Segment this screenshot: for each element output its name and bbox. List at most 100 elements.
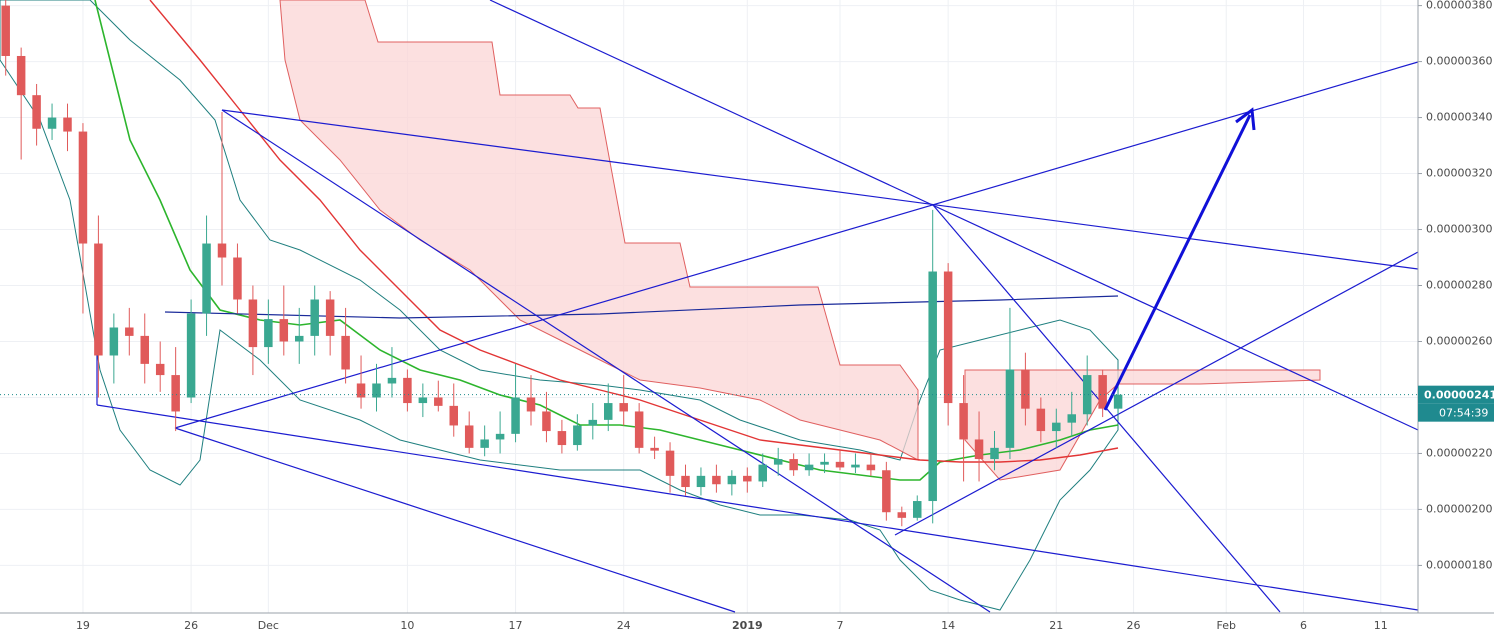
arrow-head [1235, 107, 1256, 131]
candle-body [681, 475, 690, 488]
y-tick-label: 0.00000340 [1426, 111, 1492, 124]
x-tick-label: Dec [258, 619, 279, 632]
y-tick-label: 0.00000360 [1426, 55, 1492, 68]
candle-body [480, 439, 489, 448]
candle-body [1082, 375, 1092, 415]
trend-line [221, 109, 1419, 270]
candle-body [604, 403, 613, 420]
x-tick-label: 17 [509, 619, 523, 632]
candle-body [449, 405, 458, 426]
candle-body [573, 425, 582, 446]
candle-body [155, 363, 165, 376]
trend-line [174, 61, 1419, 429]
candle-body [820, 461, 829, 465]
axes: 0.000001800.000002000.000002200.00000240… [76, 0, 1493, 632]
candle-body [217, 243, 227, 258]
candle-body [1113, 394, 1123, 409]
trend-line [96, 404, 1419, 611]
moving-average [164, 295, 1119, 319]
candle-body [897, 512, 907, 518]
candle-body [279, 319, 289, 342]
candle-body [619, 403, 628, 412]
candle-body [650, 447, 659, 451]
candle-body [789, 459, 798, 471]
candle-body [511, 397, 520, 434]
x-tick-label: 10 [400, 619, 414, 632]
x-tick-label: 6 [1300, 619, 1307, 632]
candle-body [264, 319, 273, 348]
y-tick-label: 0.00000260 [1426, 334, 1492, 347]
trend-lines [96, 0, 1419, 613]
candle-body [202, 243, 211, 314]
candle-body [712, 475, 721, 485]
candle-body [974, 439, 984, 460]
arrow-shaft [1103, 114, 1252, 411]
grid [0, 0, 1418, 613]
x-tick-label: 2019 [732, 619, 763, 632]
trend-line [221, 109, 991, 613]
candle-body [588, 419, 598, 426]
x-tick-label: 24 [617, 619, 631, 632]
candles [1, 0, 1123, 527]
candle-body [1036, 408, 1046, 432]
last-price-label: 0.00000241 [1424, 389, 1494, 402]
candle-body [943, 271, 953, 404]
candle-body [526, 397, 536, 412]
candle-body [63, 117, 72, 132]
candle-body [804, 464, 814, 471]
candle-body [434, 397, 443, 406]
candle-body [94, 243, 103, 356]
y-tick-label: 0.00000200 [1426, 502, 1492, 515]
x-tick-label: 11 [1374, 619, 1388, 632]
x-tick-label: 21 [1049, 619, 1063, 632]
candle-body [140, 335, 149, 364]
candle-body [125, 327, 134, 336]
candle-body [1, 5, 10, 56]
candle-body [464, 425, 474, 448]
candle-body [403, 377, 412, 404]
y-tick-label: 0.00000220 [1426, 446, 1492, 459]
candle-body [310, 299, 319, 336]
countdown-label: 07:54:39 [1439, 407, 1488, 420]
candle-body [1098, 375, 1107, 409]
candle-body [866, 464, 876, 471]
candle-body [32, 95, 41, 129]
candle-body [295, 335, 304, 342]
candle-body [109, 327, 119, 356]
forecast-arrow [1103, 107, 1256, 411]
candle-body [851, 464, 860, 468]
candle-body [727, 475, 737, 485]
x-tick-label: 7 [837, 619, 844, 632]
candle-body [248, 299, 258, 348]
candle-body [78, 131, 88, 244]
candle-body [542, 411, 551, 432]
candle-body [325, 299, 335, 336]
candle-body [418, 397, 428, 404]
x-tick-label: 14 [941, 619, 955, 632]
x-tick-label: 19 [76, 619, 90, 632]
candle-body [387, 377, 397, 384]
candle-body [773, 459, 783, 465]
trend-line [174, 427, 736, 613]
candle-body [913, 501, 922, 518]
ichimoku-cloud [964, 369, 1321, 481]
y-tick-label: 0.00000380 [1426, 0, 1492, 12]
countdown-box [1418, 403, 1494, 422]
candle-body [1052, 422, 1061, 432]
candle-body [696, 475, 706, 488]
candle-body [634, 411, 644, 448]
trend-line [489, 0, 1419, 431]
candle-body [665, 450, 675, 476]
candle-body [495, 433, 505, 440]
x-tick-label: 26 [184, 619, 198, 632]
candle-body [990, 447, 999, 460]
candle-body [16, 55, 26, 96]
last-price: 0.00000241 07:54:39 [0, 385, 1494, 422]
price-axis-panel [1418, 0, 1494, 638]
candle-body [1021, 369, 1030, 409]
candle-body [882, 470, 891, 513]
candle-body [928, 271, 937, 502]
candle-body [372, 383, 381, 398]
